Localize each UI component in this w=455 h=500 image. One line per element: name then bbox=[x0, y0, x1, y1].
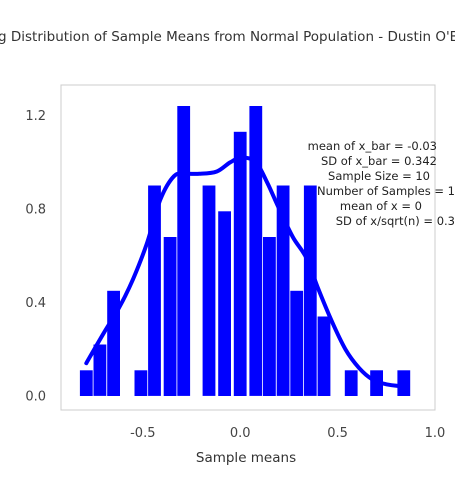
y-axis-ticks: 0.0 0.4 0.8 1.2 bbox=[25, 109, 46, 405]
histogram-bar-2[interactable] bbox=[107, 290, 120, 396]
x-axis-label: Sample means bbox=[196, 450, 296, 466]
bars-group bbox=[79, 106, 411, 397]
annotation-line-5: SD of x/sqrt(n) = 0.3 bbox=[336, 214, 455, 228]
annotation-line-0: mean of x_bar = -0.03 bbox=[308, 139, 437, 153]
histogram-bar-5[interactable] bbox=[163, 237, 177, 396]
histogram-bar-18[interactable] bbox=[397, 370, 411, 396]
annotation-line-2: Sample Size = 10 bbox=[328, 169, 430, 183]
y-tick-label-0: 0.0 bbox=[25, 390, 46, 405]
histogram-bar-6[interactable] bbox=[177, 106, 191, 396]
x-axis-ticks: -0.5 0.0 0.5 1.0 bbox=[130, 426, 445, 441]
histogram-bar-15[interactable] bbox=[317, 316, 331, 397]
y-tick-label-2: 0.8 bbox=[25, 202, 46, 217]
histogram-bar-10[interactable] bbox=[249, 106, 263, 396]
x-tick-label-2: 0.5 bbox=[327, 426, 348, 441]
histogram-bar-4[interactable] bbox=[148, 185, 161, 396]
histogram-bar-16[interactable] bbox=[344, 370, 358, 396]
annotation-line-4: mean of x = 0 bbox=[340, 199, 422, 213]
chart-title: g Distribution of Sample Means from Norm… bbox=[0, 29, 455, 45]
annotation-line-3: Number of Samples = 1 bbox=[317, 184, 455, 198]
y-tick-label-1: 0.4 bbox=[25, 296, 46, 311]
histogram-bar-0[interactable] bbox=[79, 370, 93, 396]
x-tick-label-0: -0.5 bbox=[130, 426, 155, 441]
histogram-bar-1[interactable] bbox=[93, 344, 107, 396]
histogram-bar-9[interactable] bbox=[233, 131, 247, 397]
histogram-bar-12[interactable] bbox=[276, 185, 290, 396]
x-tick-label-3: 1.0 bbox=[425, 426, 446, 441]
y-tick-label-3: 1.2 bbox=[25, 109, 46, 124]
density-curve-group bbox=[84, 155, 406, 389]
plot-frame bbox=[60, 84, 436, 411]
histogram-bar-3[interactable] bbox=[134, 370, 148, 396]
annotation-line-1: SD of x_bar = 0.342 bbox=[321, 154, 437, 168]
x-tick-label-1: 0.0 bbox=[230, 426, 251, 441]
histogram-bar-7[interactable] bbox=[202, 185, 216, 396]
density-curve-line[interactable] bbox=[84, 155, 406, 389]
histogram-bar-8[interactable] bbox=[218, 211, 231, 396]
histogram-bar-13[interactable] bbox=[290, 290, 304, 396]
histogram-bar-14[interactable] bbox=[303, 185, 317, 396]
histogram-bar-11[interactable] bbox=[263, 237, 276, 396]
